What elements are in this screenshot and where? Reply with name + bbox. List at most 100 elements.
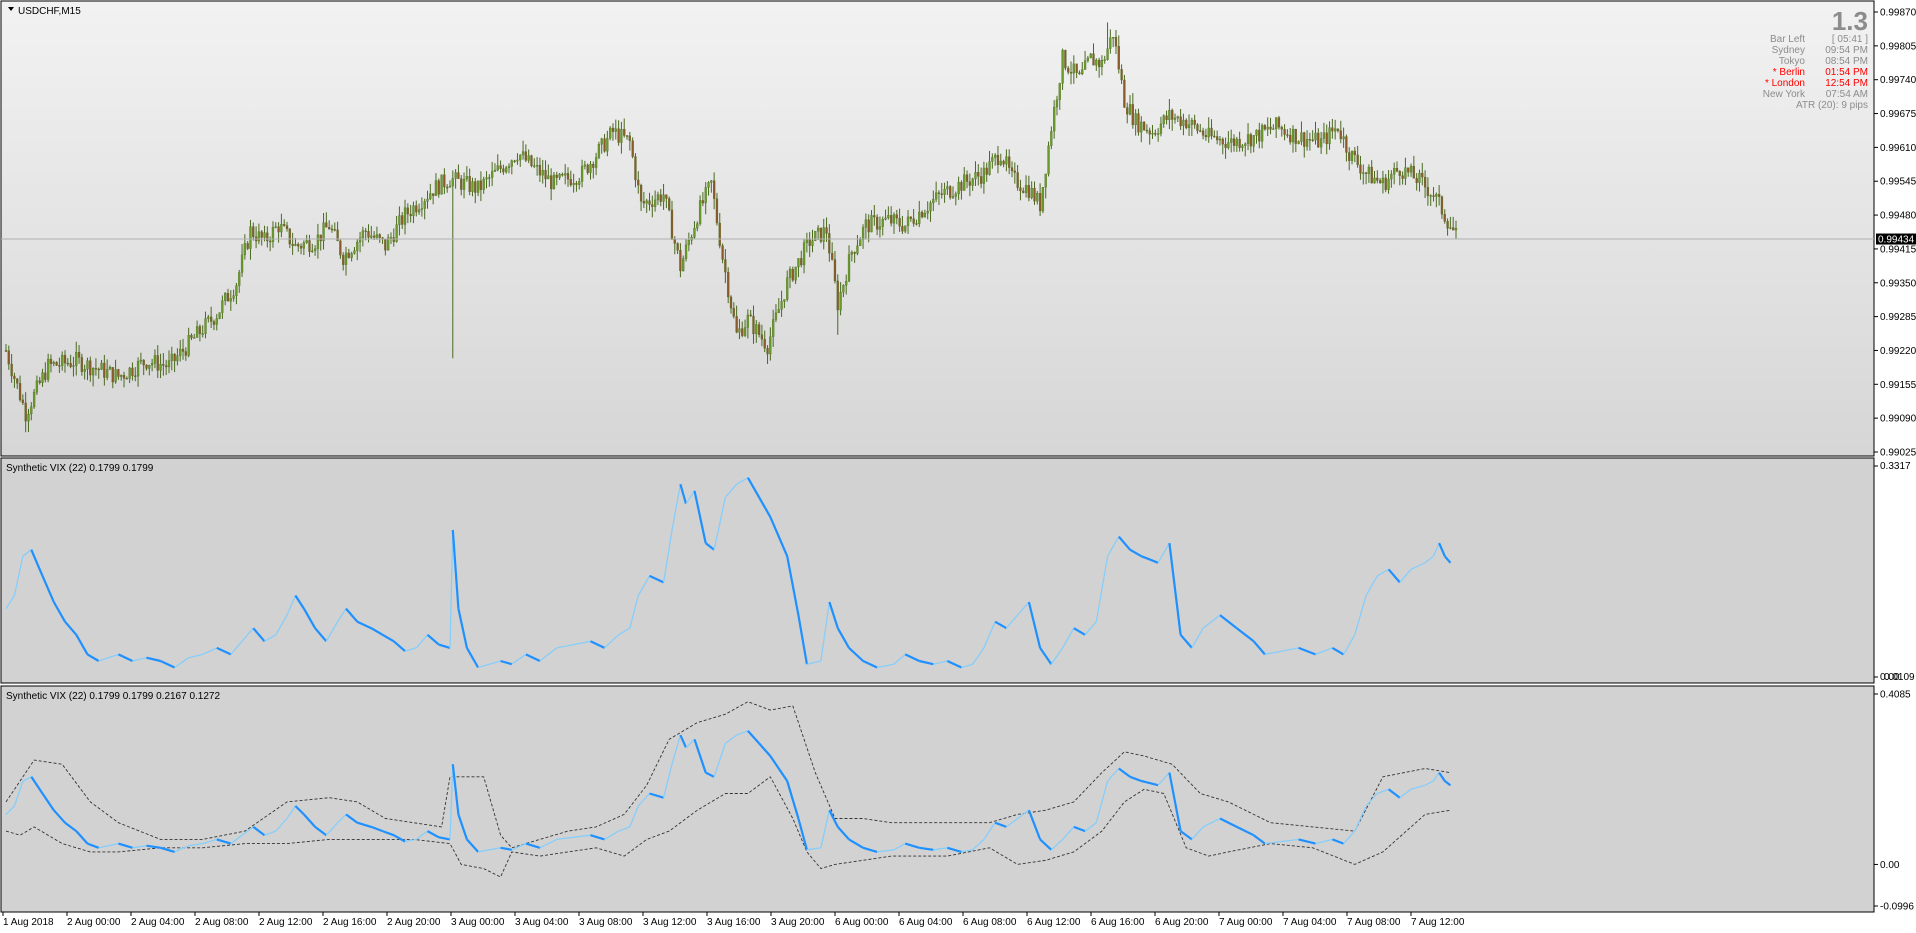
candle: [1148, 127, 1151, 145]
candle: [342, 252, 345, 271]
candle: [7, 345, 10, 370]
candle: [1443, 209, 1446, 224]
candle: [1022, 187, 1025, 194]
vix-line-segment: [241, 826, 254, 836]
candle: [131, 362, 134, 381]
vix-line-segment: [1118, 767, 1131, 778]
candle: [330, 224, 334, 233]
candle: [142, 359, 145, 376]
vix-line-segment: [671, 734, 682, 765]
vix-line-segment: [836, 826, 850, 841]
candle: [502, 164, 505, 175]
candle: [434, 173, 438, 196]
candle: [448, 180, 452, 188]
vix-line-segment: [590, 834, 605, 841]
candle: [940, 182, 943, 199]
vix-line-segment: [629, 805, 639, 828]
info-row-value: 12:54 PM: [1825, 78, 1868, 89]
candle: [41, 368, 44, 387]
candle: [1339, 120, 1342, 144]
candle: [75, 341, 78, 376]
candle: [516, 153, 519, 165]
vix-line-segment: [1264, 650, 1282, 656]
vix-line-segment: [1253, 834, 1266, 845]
info-row-value: 08:54 PM: [1825, 56, 1868, 67]
candle: [1303, 131, 1306, 158]
candle: [1027, 175, 1031, 202]
candle: [836, 274, 839, 335]
x-tick-label: 7 Aug 12:00: [1411, 917, 1465, 928]
vix-line-segment: [188, 653, 203, 659]
candle: [741, 321, 744, 338]
vix-line-segment: [1438, 542, 1446, 557]
vix-line-segment: [1281, 647, 1299, 652]
vix-line-segment: [415, 634, 428, 649]
time-x-axis: 1 Aug 2018 2 Aug 00:00 2 Aug 04:00 2 Aug 08…: [2, 912, 1465, 928]
vix1-series: [5, 477, 1452, 669]
upper-band-line: [5, 701, 1451, 849]
vix-pane-2[interactable]: Synthetic VIX (22) 0.1799 0.1799 0.2167 …: [0, 685, 1875, 913]
y-tick-label: 0.99610: [1880, 143, 1916, 154]
candle: [603, 133, 606, 153]
y-tick-label: 0.99220: [1880, 346, 1916, 357]
candle: [715, 192, 719, 226]
candle: [431, 193, 435, 205]
vix-line-segment: [1387, 568, 1401, 584]
candle: [676, 242, 679, 254]
vix-line-segment: [1084, 621, 1097, 636]
candle: [881, 216, 884, 236]
candle: [572, 173, 575, 193]
vix-line-segment: [1332, 838, 1344, 845]
x-tick-label: 7 Aug 04:00: [1283, 917, 1337, 928]
candle: [1395, 161, 1399, 173]
vix-line-segment: [477, 663, 490, 669]
vix-line-segment: [758, 496, 772, 518]
candle: [1289, 127, 1292, 145]
candle: [204, 311, 207, 339]
candle: [69, 354, 72, 369]
candle: [670, 200, 674, 240]
candle: [935, 181, 938, 203]
candle: [541, 159, 544, 184]
candle: [1120, 64, 1123, 85]
vix-line-segment: [216, 838, 232, 845]
vix-line-segment: [1073, 825, 1086, 833]
candle: [395, 216, 398, 243]
candle: [91, 367, 95, 387]
candle: [760, 324, 764, 347]
candle: [814, 230, 817, 242]
candle: [693, 221, 696, 239]
candle: [403, 199, 407, 235]
candle: [578, 177, 581, 190]
candle: [283, 219, 286, 227]
candle: [884, 209, 887, 221]
vix-line-segment: [725, 734, 737, 744]
candle: [755, 320, 758, 343]
info-row-label: New York: [1763, 89, 1806, 100]
candle: [822, 218, 825, 250]
vix-line-segment: [946, 660, 962, 669]
candle: [457, 164, 460, 179]
price-pane[interactable]: USDCHF,M15: [0, 0, 1875, 457]
candle: [38, 376, 41, 385]
candle: [150, 358, 154, 372]
y-tick-label: 0.99545: [1880, 177, 1916, 188]
candle: [401, 212, 404, 229]
info-row-value: 07:54 AM: [1826, 89, 1868, 100]
candle: [1151, 124, 1154, 139]
chart-menu-triangle-icon[interactable]: [8, 7, 14, 11]
vix-line-segment: [1168, 542, 1182, 635]
candle: [308, 234, 311, 257]
vix-line-segment: [52, 809, 66, 824]
vix-line-segment: [1377, 788, 1389, 795]
vix-pane-1[interactable]: Synthetic VIX (22) 0.1799 0.1799: [0, 457, 1875, 684]
candle: [951, 186, 955, 199]
candle: [786, 270, 789, 302]
candle: [1097, 57, 1101, 78]
candle: [358, 232, 362, 253]
candle: [249, 219, 252, 260]
vix-line-segment: [87, 842, 100, 849]
vix-line-segment: [264, 830, 277, 836]
vix-line-segment: [132, 657, 147, 662]
